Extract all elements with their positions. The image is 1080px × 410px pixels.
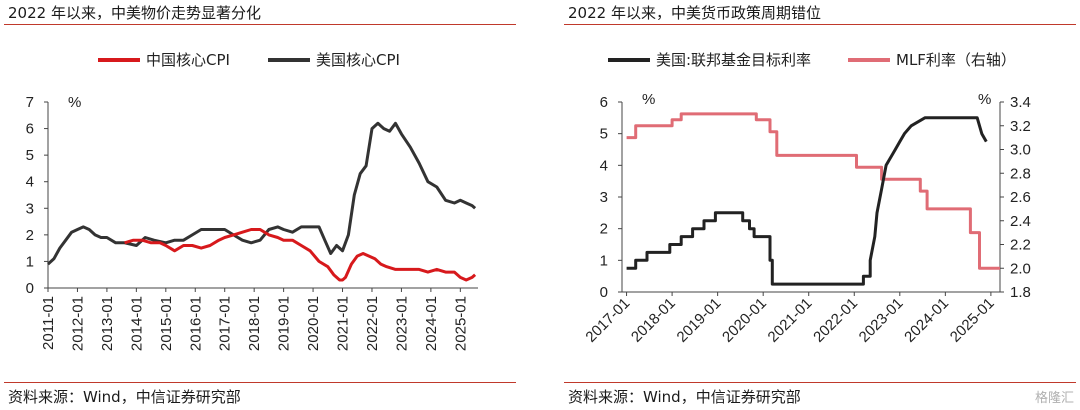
y2-tick-label: 3.2 — [1010, 118, 1031, 135]
y2-tick-label: 3.0 — [1010, 142, 1031, 159]
y-tick-label: 3 — [26, 200, 34, 217]
y-tick-label: 6 — [600, 94, 608, 111]
x-tick-label: 2013-01 — [99, 296, 116, 351]
y-tick-label: 0 — [26, 280, 34, 297]
x-tick-label: 2023-01 — [393, 296, 410, 351]
right-title-rule — [564, 24, 1076, 25]
right-chart-title: 2022 年以来，中美货币政策周期错位 — [568, 4, 821, 22]
series-line-china-core-cpi — [124, 228, 477, 282]
y-tick-label: 6 — [26, 121, 34, 138]
y-tick-label: 1 — [600, 252, 608, 269]
x-tick-label: 2020-01 — [719, 295, 770, 346]
x-tick-label: 2017-01 — [582, 295, 633, 346]
x-tick-label: 2025-01 — [947, 295, 998, 346]
y2-tick-label: 1.8 — [1010, 284, 1031, 301]
x-tick-label: 2022-01 — [364, 296, 381, 351]
y-tick-label: 4 — [26, 174, 34, 191]
right-chart-source: 资料来源：Wind，中信证券研究部 — [568, 388, 801, 406]
y-tick-label: 1 — [26, 253, 34, 270]
x-tick-label: 2024-01 — [901, 295, 952, 346]
y2-tick-label: 2.6 — [1010, 189, 1031, 206]
x-tick-label: 2016-01 — [187, 296, 204, 351]
y2-tick-label: 2.4 — [1010, 213, 1031, 230]
x-tick-label: 2024-01 — [423, 296, 440, 351]
y2-tick-label: 3.4 — [1010, 94, 1031, 111]
left-chart-title: 2022 年以来，中美物价走势显著分化 — [8, 4, 261, 22]
y-unit-label: % — [642, 91, 655, 108]
y-tick-label: 0 — [600, 284, 608, 301]
legend-label: MLF利率（右轴） — [896, 51, 1016, 69]
left-line-chart: 0 1 2 3 4 5 6 7 % 2011-01 2012-01 2013-01 2014-01 201… — [26, 51, 478, 351]
x-tick-label: 2023-01 — [856, 295, 907, 346]
x-tick-label: 2014-01 — [128, 296, 145, 351]
x-tick-label: 2019-01 — [276, 296, 293, 351]
watermark-logo: 格隆汇 — [1034, 391, 1074, 406]
x-tick-label: 2022-01 — [810, 295, 861, 346]
y2-tick-label: 2.8 — [1010, 165, 1031, 182]
left-source-rule — [4, 382, 516, 383]
y-tick-label: 5 — [26, 147, 34, 164]
y-tick-label: 2 — [26, 227, 34, 244]
legend-label: 美国:联邦基金目标利率 — [656, 51, 811, 69]
x-tick-label: 2011-01 — [40, 296, 57, 350]
y-tick-label: 5 — [600, 126, 608, 143]
series-line-mlf-rate — [626, 112, 1000, 270]
x-tick-label: 2012-01 — [69, 296, 86, 351]
x-tick-label: 2019-01 — [674, 295, 725, 346]
y-tick-label: 2 — [600, 221, 608, 238]
y2-tick-label: 2.0 — [1010, 260, 1031, 277]
legend-label: 中国核心CPI — [146, 51, 230, 69]
y2-tick-label: 2.2 — [1010, 237, 1031, 254]
series-line-us-core-cpi — [46, 121, 477, 266]
y-tick-label: 7 — [26, 94, 34, 111]
left-chart-panel: 2022 年以来，中美物价走势显著分化 0 1 2 3 4 5 6 7% 2011-01 2012… — [0, 0, 520, 410]
x-tick-label: 2015-01 — [158, 296, 175, 351]
x-tick-label: 2018-01 — [628, 295, 679, 346]
legend-label: 美国核心CPI — [316, 51, 400, 69]
y-tick-label: 4 — [600, 157, 608, 174]
y-tick-label: 3 — [600, 189, 608, 206]
x-tick-label: 2025-01 — [452, 296, 469, 351]
left-title-rule — [4, 24, 516, 25]
left-chart-source: 资料来源：Wind，中信证券研究部 — [8, 388, 241, 406]
series-line-fed-funds-rate — [626, 116, 988, 286]
x-tick-label: 2021-01 — [335, 296, 352, 351]
right-line-chart: 0 1 2 3 4 5 6 1.8 2.0 2.2 2.4 2.6 2.8 3.0 3.2 3.4% % 2017… — [582, 51, 1031, 346]
right-chart-panel: 2022 年以来，中美货币政策周期错位 0 1 2 3 4 5 6 1.8 2.0 2.2 2.4 2… — [560, 0, 1080, 410]
y2-unit-label: % — [978, 91, 991, 108]
y-unit-label: % — [68, 94, 81, 111]
x-tick-label: 2021-01 — [765, 295, 816, 346]
x-tick-label: 2017-01 — [217, 296, 234, 351]
x-tick-label: 2018-01 — [246, 296, 263, 351]
x-tick-label: 2020-01 — [305, 296, 322, 351]
right-source-rule — [564, 382, 1076, 383]
